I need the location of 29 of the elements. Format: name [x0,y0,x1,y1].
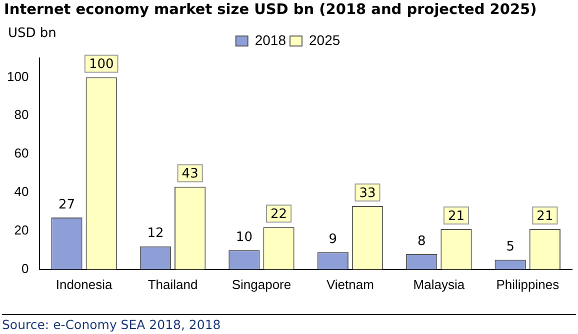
data-label: 9 [328,232,338,247]
data-label: 10 [236,230,252,246]
legend-label: 2025 [309,32,340,48]
x-tick-label: Singapore [232,276,292,292]
data-label: 21 [448,208,464,224]
data-label: 12 [147,226,164,242]
y-tick-label: 0 [21,260,29,276]
data-label: 100 [88,57,114,72]
x-tick-label: Indonesia [56,276,114,292]
source-note: Source: e-Conomy SEA 2018, 2018 [2,314,576,332]
data-label: 33 [359,186,376,201]
data-label: 43 [182,166,198,182]
data-label: 8 [417,234,426,249]
x-tick-label: Thailand [148,276,198,292]
y-tick-label: 60 [14,146,29,161]
y-tick-label: 80 [14,107,29,122]
x-tick-label: Malaysia [413,276,466,292]
legend-label: 2018 [254,32,286,48]
y-tick-label: 20 [14,222,29,238]
x-tick-label: Vietnam [326,276,374,292]
data-label: 22 [270,206,288,222]
y-tick-label: 100 [6,68,29,84]
data-label: 27 [58,197,76,212]
y-axis-title: USD bn [8,26,56,41]
chart-title: Internet economy market size USD bn (2018 and projected 2025) [4,2,537,18]
y-tick-label: 40 [14,184,29,200]
data-label: 5 [506,240,514,255]
x-tick-label: Philippines [496,276,560,292]
data-label: 21 [536,208,554,224]
